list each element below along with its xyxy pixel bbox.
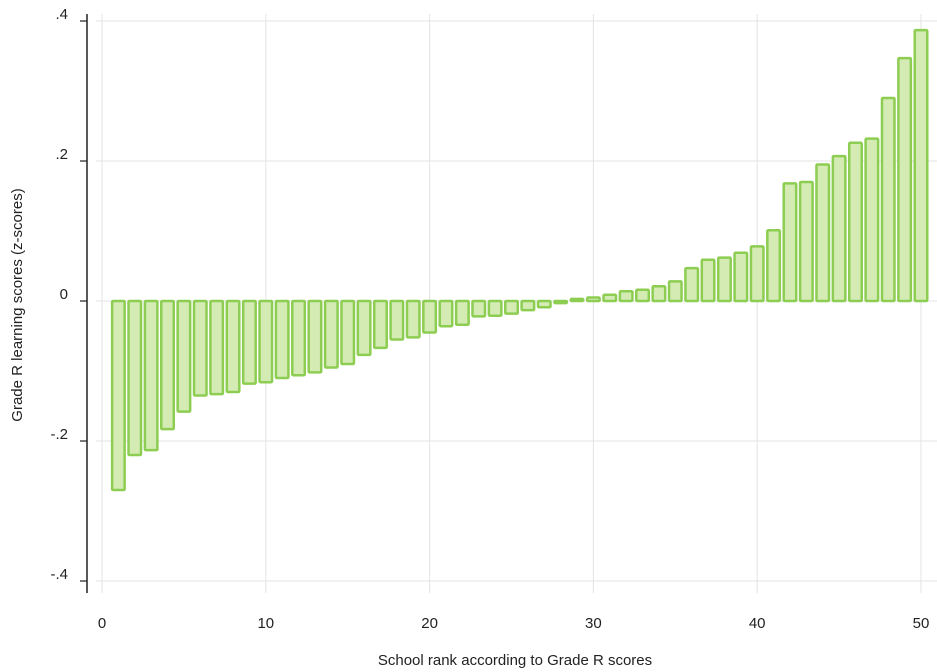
x-axis-ticks: 0 10 20 30 40 50 — [98, 615, 930, 632]
bar — [143, 299, 159, 452]
bar — [454, 299, 470, 327]
bar — [356, 299, 372, 357]
bar — [176, 299, 192, 413]
bar — [291, 299, 307, 377]
bar — [520, 299, 536, 312]
bar — [667, 280, 683, 303]
bar — [422, 299, 438, 334]
x-axis-title: School rank according to Grade R scores — [378, 652, 652, 669]
x-tick-label: 10 — [257, 615, 274, 632]
bar — [733, 251, 749, 303]
bar — [389, 299, 405, 341]
bar — [684, 266, 700, 303]
bar — [749, 245, 765, 303]
bar — [618, 289, 634, 303]
bar — [847, 141, 863, 303]
bar — [716, 256, 732, 303]
bar — [798, 180, 814, 303]
bar — [372, 299, 388, 350]
y-tick-label: .4 — [55, 6, 68, 23]
y-tick-label: 0 — [60, 286, 68, 303]
bar — [274, 299, 290, 380]
bar — [553, 299, 569, 305]
y-axis-ticks: -.4 -.2 0 .2 .4 — [50, 6, 87, 583]
bar — [241, 299, 257, 385]
bars — [110, 28, 929, 492]
bar — [782, 182, 798, 303]
bar — [438, 299, 454, 328]
bar — [160, 299, 176, 431]
bar — [880, 96, 896, 303]
x-tick-label: 20 — [421, 615, 438, 632]
bar — [307, 299, 323, 374]
bar — [405, 299, 421, 339]
bar — [569, 297, 585, 303]
bar — [340, 299, 356, 366]
bar — [536, 299, 552, 309]
bar — [913, 28, 929, 303]
bar — [897, 56, 913, 303]
bar — [635, 288, 651, 303]
bar — [602, 293, 618, 303]
bar — [225, 299, 241, 394]
bar — [585, 296, 601, 303]
x-tick-label: 30 — [585, 615, 602, 632]
y-tick-label: -.2 — [50, 426, 68, 443]
bar — [831, 154, 847, 303]
bar — [651, 285, 667, 303]
bar — [766, 229, 782, 303]
x-tick-label: 50 — [913, 615, 930, 632]
bar — [209, 299, 225, 396]
bar — [864, 137, 880, 303]
x-tick-label: 0 — [98, 615, 106, 632]
bar — [700, 258, 716, 303]
bar — [504, 299, 519, 315]
bar — [815, 163, 831, 303]
x-tick-label: 40 — [749, 615, 766, 632]
bar — [110, 299, 126, 492]
bar — [192, 299, 208, 397]
bar — [258, 299, 274, 384]
bar — [323, 299, 339, 369]
y-tick-label: -.4 — [50, 566, 68, 583]
y-axis-title: Grade R learning scores (z-scores) — [9, 188, 26, 421]
bar — [487, 299, 503, 317]
bar — [127, 299, 143, 457]
bar — [471, 299, 487, 318]
y-tick-label: .2 — [55, 146, 68, 163]
